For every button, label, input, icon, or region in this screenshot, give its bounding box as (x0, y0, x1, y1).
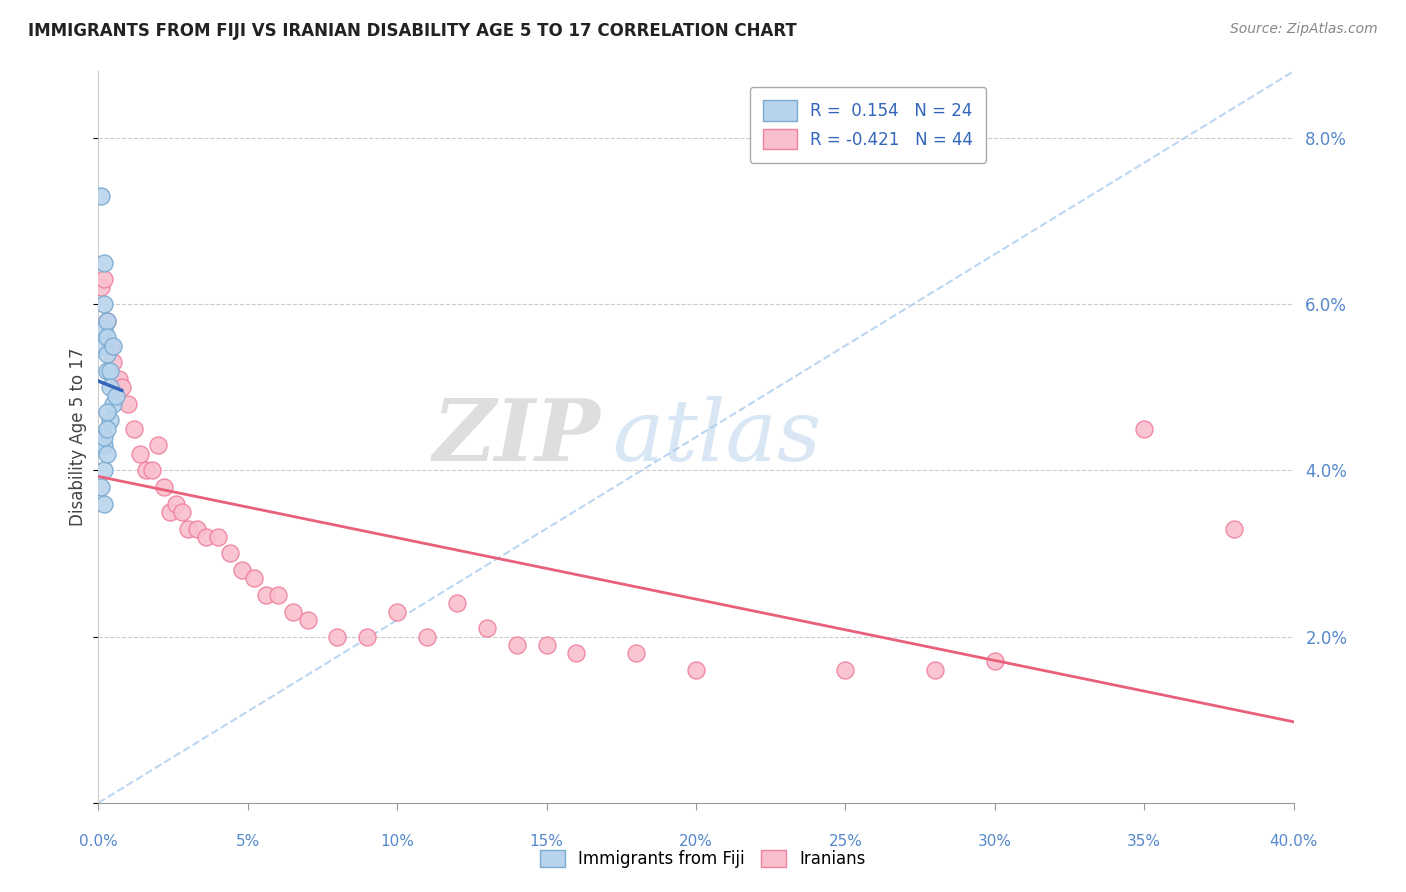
Point (124, 422, 146, 436)
Point (103, 355, 125, 369)
Text: 25%: 25% (828, 834, 862, 849)
Point (96, 447, 118, 461)
Point (135, 463, 157, 477)
Text: 0.0%: 0.0% (79, 834, 118, 849)
Text: 15%: 15% (530, 834, 564, 849)
Point (1133, 422, 1156, 436)
Point (108, 372, 131, 386)
Point (96, 314, 118, 328)
Point (93, 272, 115, 286)
Text: atlas: atlas (613, 396, 821, 478)
Point (93, 297, 115, 311)
Point (416, 630, 439, 644)
Point (326, 630, 349, 644)
Point (129, 447, 152, 461)
Point (93, 255, 115, 269)
Point (186, 521, 208, 535)
Legend: R =  0.154   N = 24, R = -0.421   N = 44: R = 0.154 N = 24, R = -0.421 N = 44 (749, 87, 987, 162)
Point (148, 438, 170, 452)
Point (834, 663, 856, 677)
Point (96, 363, 118, 377)
Text: 30%: 30% (977, 834, 1012, 849)
Text: 40.0%: 40.0% (1270, 834, 1317, 849)
Point (281, 605, 304, 619)
Point (96, 405, 118, 419)
Point (475, 621, 498, 635)
Point (93, 497, 115, 511)
Point (100, 363, 122, 377)
Point (446, 596, 468, 610)
Text: 10%: 10% (380, 834, 415, 849)
Point (100, 338, 122, 352)
Point (219, 546, 242, 560)
Text: IMMIGRANTS FROM FIJI VS IRANIAN DISABILITY AGE 5 TO 17 CORRELATION CHART: IMMIGRANTS FROM FIJI VS IRANIAN DISABILI… (28, 22, 797, 40)
Text: 35%: 35% (1128, 834, 1161, 849)
Point (90, 438, 112, 452)
Point (536, 638, 558, 652)
Point (93, 338, 115, 352)
Point (93, 430, 115, 444)
Point (93, 322, 115, 336)
Point (96, 347, 118, 361)
Point (117, 397, 139, 411)
Point (100, 413, 122, 427)
Point (105, 388, 128, 402)
Point (626, 646, 648, 660)
Point (254, 588, 277, 602)
Point (177, 521, 200, 535)
Point (243, 571, 266, 585)
Point (93, 463, 115, 477)
Point (1223, 521, 1246, 535)
Point (159, 505, 181, 519)
Point (685, 663, 707, 677)
Point (297, 613, 319, 627)
Point (90, 280, 112, 294)
Point (207, 530, 229, 544)
Point (356, 630, 378, 644)
Point (90, 189, 112, 203)
Point (141, 463, 163, 477)
Text: Source: ZipAtlas.com: Source: ZipAtlas.com (1230, 22, 1378, 37)
Point (100, 380, 122, 394)
Point (195, 530, 218, 544)
Point (111, 380, 134, 394)
Point (565, 646, 588, 660)
Point (96, 422, 118, 436)
Point (90, 480, 112, 494)
Legend: Immigrants from Fiji, Iranians: Immigrants from Fiji, Iranians (533, 843, 873, 875)
Point (165, 497, 187, 511)
Point (172, 505, 194, 519)
Text: ZIP: ZIP (433, 395, 600, 479)
Point (385, 605, 409, 619)
Point (924, 663, 946, 677)
Point (506, 638, 529, 652)
Point (96, 314, 118, 328)
Point (984, 655, 1007, 669)
Point (267, 588, 290, 602)
Point (231, 563, 253, 577)
Point (103, 397, 125, 411)
Text: 5%: 5% (236, 834, 260, 849)
Point (96, 330, 118, 344)
Y-axis label: Disability Age 5 to 17: Disability Age 5 to 17 (69, 348, 87, 526)
Point (103, 338, 125, 352)
Point (153, 480, 176, 494)
Point (93, 438, 115, 452)
Text: 20%: 20% (679, 834, 713, 849)
